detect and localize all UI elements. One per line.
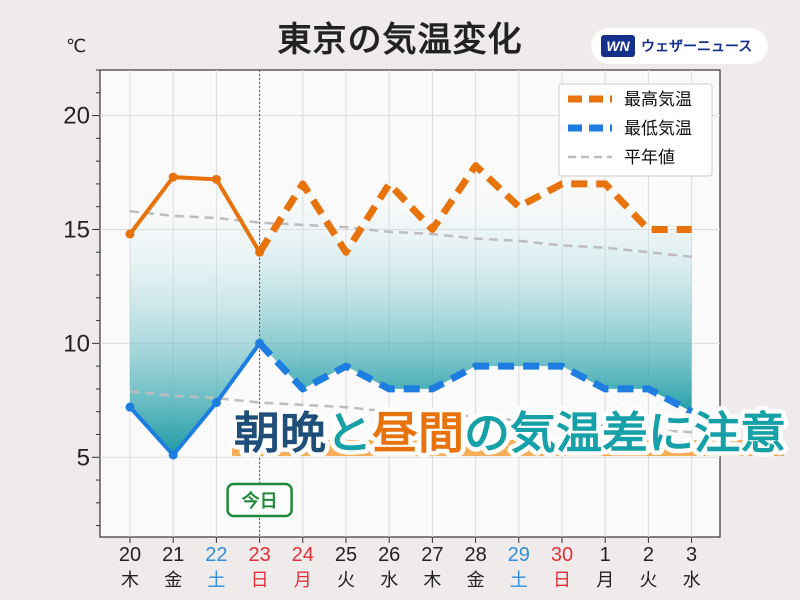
x-tick-weekday: 水 — [683, 570, 701, 591]
weathernews-logo: WN ウェザーニュース — [591, 28, 768, 64]
logo-text: ウェザーニュース — [641, 39, 753, 55]
banner-segment: の気温差に注意 — [464, 408, 786, 459]
x-tick-weekday: 土 — [510, 570, 528, 591]
forecast-range-band — [259, 165, 692, 412]
x-tick-day: 29 — [508, 544, 530, 566]
x-tick-day: 23 — [248, 544, 270, 566]
normal-low-line — [129, 389, 692, 434]
x-tick-day: 3 — [686, 544, 697, 566]
today-badge — [226, 482, 293, 518]
today-label: 今日 — [242, 490, 278, 512]
y-axis-unit: ℃ — [66, 36, 87, 57]
max-temp-point — [125, 229, 135, 239]
legend-label: 平年値 — [624, 148, 675, 168]
x-tick-weekday: 木 — [121, 570, 139, 591]
max-temp-observed-line — [128, 175, 262, 254]
max-temp-point — [211, 174, 221, 184]
y-tick-label: 15 — [63, 216, 90, 243]
banner-segment: 朝晩 — [234, 408, 326, 459]
x-tick-day: 20 — [119, 544, 141, 566]
today-marker: 今日 — [226, 482, 293, 518]
x-tick-weekday: 日 — [553, 570, 571, 591]
x-tick-day: 2 — [643, 544, 654, 566]
x-tick-weekday: 月 — [294, 570, 312, 591]
x-tick-weekday: 水 — [380, 570, 398, 591]
x-tick-weekday: 月 — [596, 570, 614, 591]
min-temp-point — [168, 450, 178, 460]
banner-segment: と — [326, 408, 372, 459]
x-tick-weekday: 土 — [207, 570, 225, 591]
plot-layer — [125, 70, 694, 537]
legend-box — [558, 83, 713, 177]
x-tick-weekday: 金 — [467, 570, 485, 591]
y-tick-label: 10 — [63, 330, 90, 357]
max-temp-forecast-line — [256, 162, 692, 256]
legend-label: 最高気温 — [624, 90, 692, 110]
chart-title: 東京の気温変化 — [277, 20, 523, 60]
x-tick-weekday: 日 — [251, 570, 269, 591]
legend-label: 最低気温 — [624, 119, 692, 139]
banner-text: 朝晩と昼間の気温差に注意 — [234, 408, 786, 459]
min-temp-point — [125, 402, 135, 412]
y-tick-label: 20 — [63, 103, 90, 130]
x-tick-day: 28 — [464, 544, 486, 566]
banner-underline — [232, 440, 784, 456]
headline-banner: 朝晩と昼間の気温差に注意 — [230, 404, 791, 464]
x-tick-day: 21 — [162, 544, 184, 566]
max-temp-point — [168, 172, 178, 182]
min-temp-observed-line — [128, 342, 262, 457]
x-tick-day: 26 — [378, 544, 400, 566]
x-tick-day: 30 — [551, 544, 573, 566]
x-tick-weekday: 火 — [337, 570, 355, 591]
x-tick-day: 25 — [335, 544, 357, 566]
banner-segment: 昼間 — [372, 408, 464, 459]
x-tick-day: 22 — [205, 544, 227, 566]
y-tick-labels: 5 10 15 20 — [63, 103, 90, 472]
min-temp-point — [255, 338, 265, 348]
logo-mark: WN — [601, 35, 635, 57]
x-tick-weekday: 火 — [639, 570, 657, 591]
x-tick-day: 24 — [292, 544, 314, 566]
x-tick-labels: 20 木 21 金 22 土 23 日 24 月 25 火 26 水 27 木 28 金 29 土 30 日 1 月 2 火 3 水 — [119, 537, 701, 591]
min-temp-point — [211, 398, 221, 408]
y-minor-ticks — [92, 69, 100, 527]
y-tick-label: 5 — [77, 444, 90, 471]
x-tick-day: 1 — [600, 544, 611, 566]
x-tick-weekday: 木 — [423, 570, 441, 591]
min-temp-forecast-line — [257, 340, 694, 415]
max-temp-point — [255, 247, 265, 257]
x-tick-weekday: 金 — [164, 570, 182, 591]
x-tick-day: 27 — [421, 544, 443, 566]
normal-high-line — [129, 209, 692, 259]
